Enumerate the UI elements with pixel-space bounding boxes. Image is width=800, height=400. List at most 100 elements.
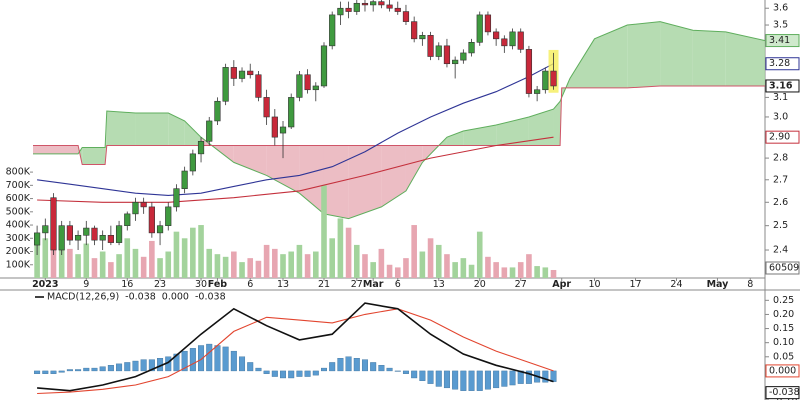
cloud-segment xyxy=(135,112,169,146)
macd-histogram-bar xyxy=(50,370,57,374)
volume-bar xyxy=(116,254,122,278)
cloud-segment xyxy=(496,116,529,146)
candle-body xyxy=(353,2,360,12)
volume-bar xyxy=(435,244,442,278)
volume-tick-label: 200K xyxy=(6,246,31,257)
volume-bar xyxy=(214,254,221,278)
macd-histogram-bar xyxy=(337,358,344,372)
volume-tick-label: 600K xyxy=(6,193,31,204)
candle-body xyxy=(279,126,287,134)
volume-bar xyxy=(181,238,188,278)
macd-histogram-bar xyxy=(353,358,360,372)
cloud-segment xyxy=(348,145,382,219)
macd-histogram-bar xyxy=(140,359,147,372)
macd-histogram-bar xyxy=(58,370,65,373)
candle-body xyxy=(525,49,533,94)
macd-histogram-bar xyxy=(427,370,434,384)
macd-histogram-bar xyxy=(435,370,442,387)
volume-bar xyxy=(452,262,458,278)
macd-histogram-bar xyxy=(501,370,508,387)
volume-bar xyxy=(149,240,155,278)
volume-bar xyxy=(231,251,237,278)
candle-body xyxy=(124,213,131,226)
macd-histogram-bar xyxy=(402,370,409,374)
y-tick-label: 3.1 xyxy=(773,92,788,103)
x-tick-label: 30 xyxy=(195,279,207,290)
candle-body xyxy=(534,89,541,94)
candle-body xyxy=(411,21,418,40)
macd-histogram-bar xyxy=(222,346,229,372)
volume-bar xyxy=(296,244,303,278)
cloud-span-a xyxy=(33,21,766,220)
macd-histogram-bar xyxy=(329,362,336,372)
x-tick-label: 2023 xyxy=(32,279,58,290)
candle-body xyxy=(443,45,451,65)
candle-body xyxy=(181,170,188,189)
candle-body xyxy=(501,38,508,47)
candle-body xyxy=(132,201,139,215)
macd-histogram-bar xyxy=(230,350,237,372)
candle-body xyxy=(296,74,303,98)
macd-histogram-bar xyxy=(83,367,90,372)
y-tick-label: 3.0 xyxy=(773,111,788,122)
volume-tick-label: 700K xyxy=(6,180,31,191)
macd-histogram-bar xyxy=(296,370,303,377)
moving-average xyxy=(37,136,554,203)
candle-body xyxy=(386,4,393,9)
cloud-span-b xyxy=(33,85,765,165)
y-tick-label: 0.05 xyxy=(773,351,794,362)
y-tick-label: 0.20 xyxy=(773,309,794,320)
volume-bar xyxy=(378,248,385,278)
last-value-box xyxy=(765,364,800,378)
macd-histogram-bar xyxy=(116,363,123,372)
moving-average xyxy=(37,63,554,196)
candle-body xyxy=(452,59,459,65)
x-tick-label: 6 xyxy=(247,279,253,290)
last-value-label: 3.28 xyxy=(769,58,790,69)
y-tick-label: 2.4 xyxy=(773,245,788,256)
candle-body xyxy=(58,225,65,251)
candle-body xyxy=(550,70,557,87)
candle-body xyxy=(206,120,213,142)
signal-line xyxy=(37,308,554,395)
x-tick-label: 6 xyxy=(395,279,401,290)
candle-body xyxy=(542,70,549,91)
macd-line xyxy=(37,302,554,392)
candle-body xyxy=(238,70,246,79)
candle-body xyxy=(91,227,98,241)
volume-bar xyxy=(304,254,311,278)
cloud-segment xyxy=(381,145,406,207)
candle-body xyxy=(214,100,221,122)
macd-histogram-bar xyxy=(378,365,385,372)
macd-histogram-bar xyxy=(181,350,188,372)
last-value-box xyxy=(765,79,800,93)
x-tick-label: 21 xyxy=(318,279,330,290)
cloud-segment xyxy=(446,131,464,146)
volume-bar xyxy=(534,266,540,278)
candle-body xyxy=(33,232,41,246)
x-tick-label: 10 xyxy=(588,279,600,290)
candle-body xyxy=(419,35,426,40)
volume-bar xyxy=(190,227,196,278)
volume-bar xyxy=(280,254,286,278)
macd-histogram-bar xyxy=(452,370,459,390)
x-tick-label: Apr xyxy=(552,279,571,290)
x-tick-label: 24 xyxy=(670,279,682,290)
candle-body xyxy=(402,11,410,22)
cloud-segment xyxy=(569,38,595,88)
last-value-box xyxy=(765,386,800,400)
candle-body xyxy=(247,70,254,76)
candle-body xyxy=(484,14,492,33)
volume-bar xyxy=(255,260,262,278)
candle-body xyxy=(66,225,73,241)
candle-body xyxy=(394,7,401,12)
volume-bar xyxy=(132,248,139,278)
macd-histogram-bar xyxy=(239,356,246,372)
y-tick-label: 2.8 xyxy=(773,153,788,164)
cloud-segment xyxy=(528,109,554,146)
last-value-box xyxy=(765,34,800,48)
macd-histogram-bar xyxy=(263,370,270,374)
volume-bar xyxy=(239,262,245,278)
macd-histogram-bar xyxy=(91,367,98,372)
